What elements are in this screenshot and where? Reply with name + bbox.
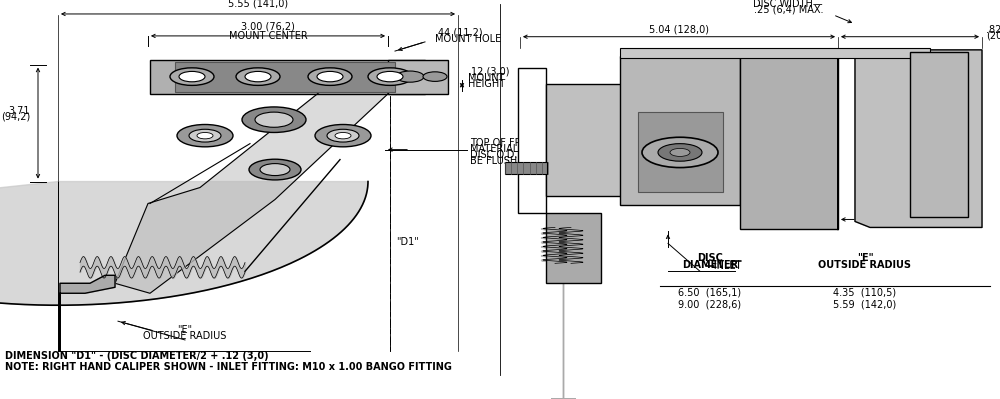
Text: MATERIAL AND: MATERIAL AND (470, 144, 543, 154)
Text: DIMENSION "D1" - (DISC DIAMETER/2 + .12 (3,0): DIMENSION "D1" - (DISC DIAMETER/2 + .12 … (5, 351, 269, 361)
Text: DISC WIDTH—: DISC WIDTH— (753, 0, 823, 9)
Text: —INLET: —INLET (705, 261, 742, 271)
Circle shape (423, 72, 447, 81)
Circle shape (642, 137, 718, 168)
Bar (620, 56, 740, 205)
Polygon shape (60, 275, 115, 351)
Circle shape (236, 68, 280, 85)
Text: MOUNT HOLE: MOUNT HOLE (435, 34, 501, 44)
Bar (638, 112, 723, 192)
Circle shape (327, 129, 359, 142)
Text: HEIGHT: HEIGHT (468, 79, 505, 89)
Circle shape (315, 124, 371, 147)
Bar (150, 60, 425, 94)
Bar (740, 50, 838, 229)
Text: 3.00 (76,2): 3.00 (76,2) (241, 22, 295, 32)
Circle shape (242, 107, 306, 132)
Text: TOP OF FRICTION: TOP OF FRICTION (470, 138, 555, 148)
Polygon shape (838, 50, 982, 229)
Circle shape (255, 112, 293, 127)
Circle shape (179, 71, 205, 82)
Text: (94,2): (94,2) (1, 112, 30, 122)
Text: .82: .82 (986, 25, 1000, 35)
Text: 9.00  (228,6): 9.00 (228,6) (678, 299, 742, 309)
Circle shape (249, 159, 301, 180)
Text: 5.04 (128,0): 5.04 (128,0) (649, 25, 709, 35)
Bar (505, 162, 547, 174)
Bar (910, 52, 968, 217)
Text: NOTE: RIGHT HAND CALIPER SHOWN - INLET FITTING: M10 x 1.00 BANGO FITTING: NOTE: RIGHT HAND CALIPER SHOWN - INLET F… (5, 362, 452, 372)
Bar (546, 213, 601, 283)
Bar (518, 68, 546, 213)
Bar (620, 48, 930, 58)
Text: (20,8): (20,8) (986, 31, 1000, 41)
Text: DISC O.D. TO: DISC O.D. TO (470, 150, 534, 160)
Circle shape (189, 129, 221, 142)
Circle shape (260, 164, 290, 176)
Text: DIAMETER: DIAMETER (682, 260, 738, 270)
Circle shape (317, 71, 343, 82)
Text: 5.55 (141,0): 5.55 (141,0) (228, 0, 288, 9)
Text: OUTSIDE RADIUS: OUTSIDE RADIUS (818, 260, 912, 270)
Circle shape (170, 68, 214, 85)
Text: 4.35  (110,5): 4.35 (110,5) (833, 287, 897, 297)
Bar (388, 60, 448, 94)
Circle shape (368, 68, 412, 85)
Circle shape (308, 68, 352, 85)
Text: "E": "E" (857, 253, 873, 263)
Text: 5.59  (142,0): 5.59 (142,0) (833, 299, 897, 309)
Text: —INLET: —INLET (705, 260, 742, 270)
Circle shape (658, 144, 702, 161)
Circle shape (396, 71, 424, 82)
Circle shape (670, 148, 690, 156)
Bar (175, 62, 395, 92)
Text: MOUNT: MOUNT (468, 73, 505, 83)
Circle shape (245, 71, 271, 82)
Polygon shape (115, 76, 388, 293)
Text: .25 (6,4) MAX.: .25 (6,4) MAX. (754, 5, 823, 15)
Polygon shape (0, 182, 368, 305)
Text: 3.71: 3.71 (8, 106, 30, 116)
Bar (546, 84, 641, 196)
Circle shape (177, 124, 233, 147)
Text: BE FLUSH: BE FLUSH (470, 156, 517, 166)
Text: .44 (11,2): .44 (11,2) (435, 28, 483, 38)
Text: DISC: DISC (697, 253, 723, 263)
Text: .12 (3,0): .12 (3,0) (468, 67, 510, 77)
Text: .77 (19,6): .77 (19,6) (900, 207, 948, 217)
Text: "D1": "D1" (396, 237, 419, 247)
Text: "E": "E" (177, 325, 193, 335)
Circle shape (335, 132, 351, 139)
Text: MOUNT CENTER: MOUNT CENTER (229, 32, 307, 41)
Circle shape (197, 132, 213, 139)
Text: 6.50  (165,1): 6.50 (165,1) (678, 287, 742, 297)
Text: OUTSIDE RADIUS: OUTSIDE RADIUS (143, 331, 227, 341)
Circle shape (377, 71, 403, 82)
